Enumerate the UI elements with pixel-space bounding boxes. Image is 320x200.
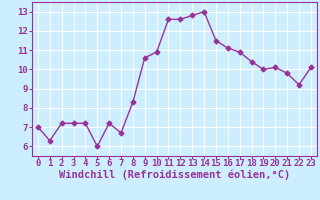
X-axis label: Windchill (Refroidissement éolien,°C): Windchill (Refroidissement éolien,°C)	[59, 169, 290, 180]
